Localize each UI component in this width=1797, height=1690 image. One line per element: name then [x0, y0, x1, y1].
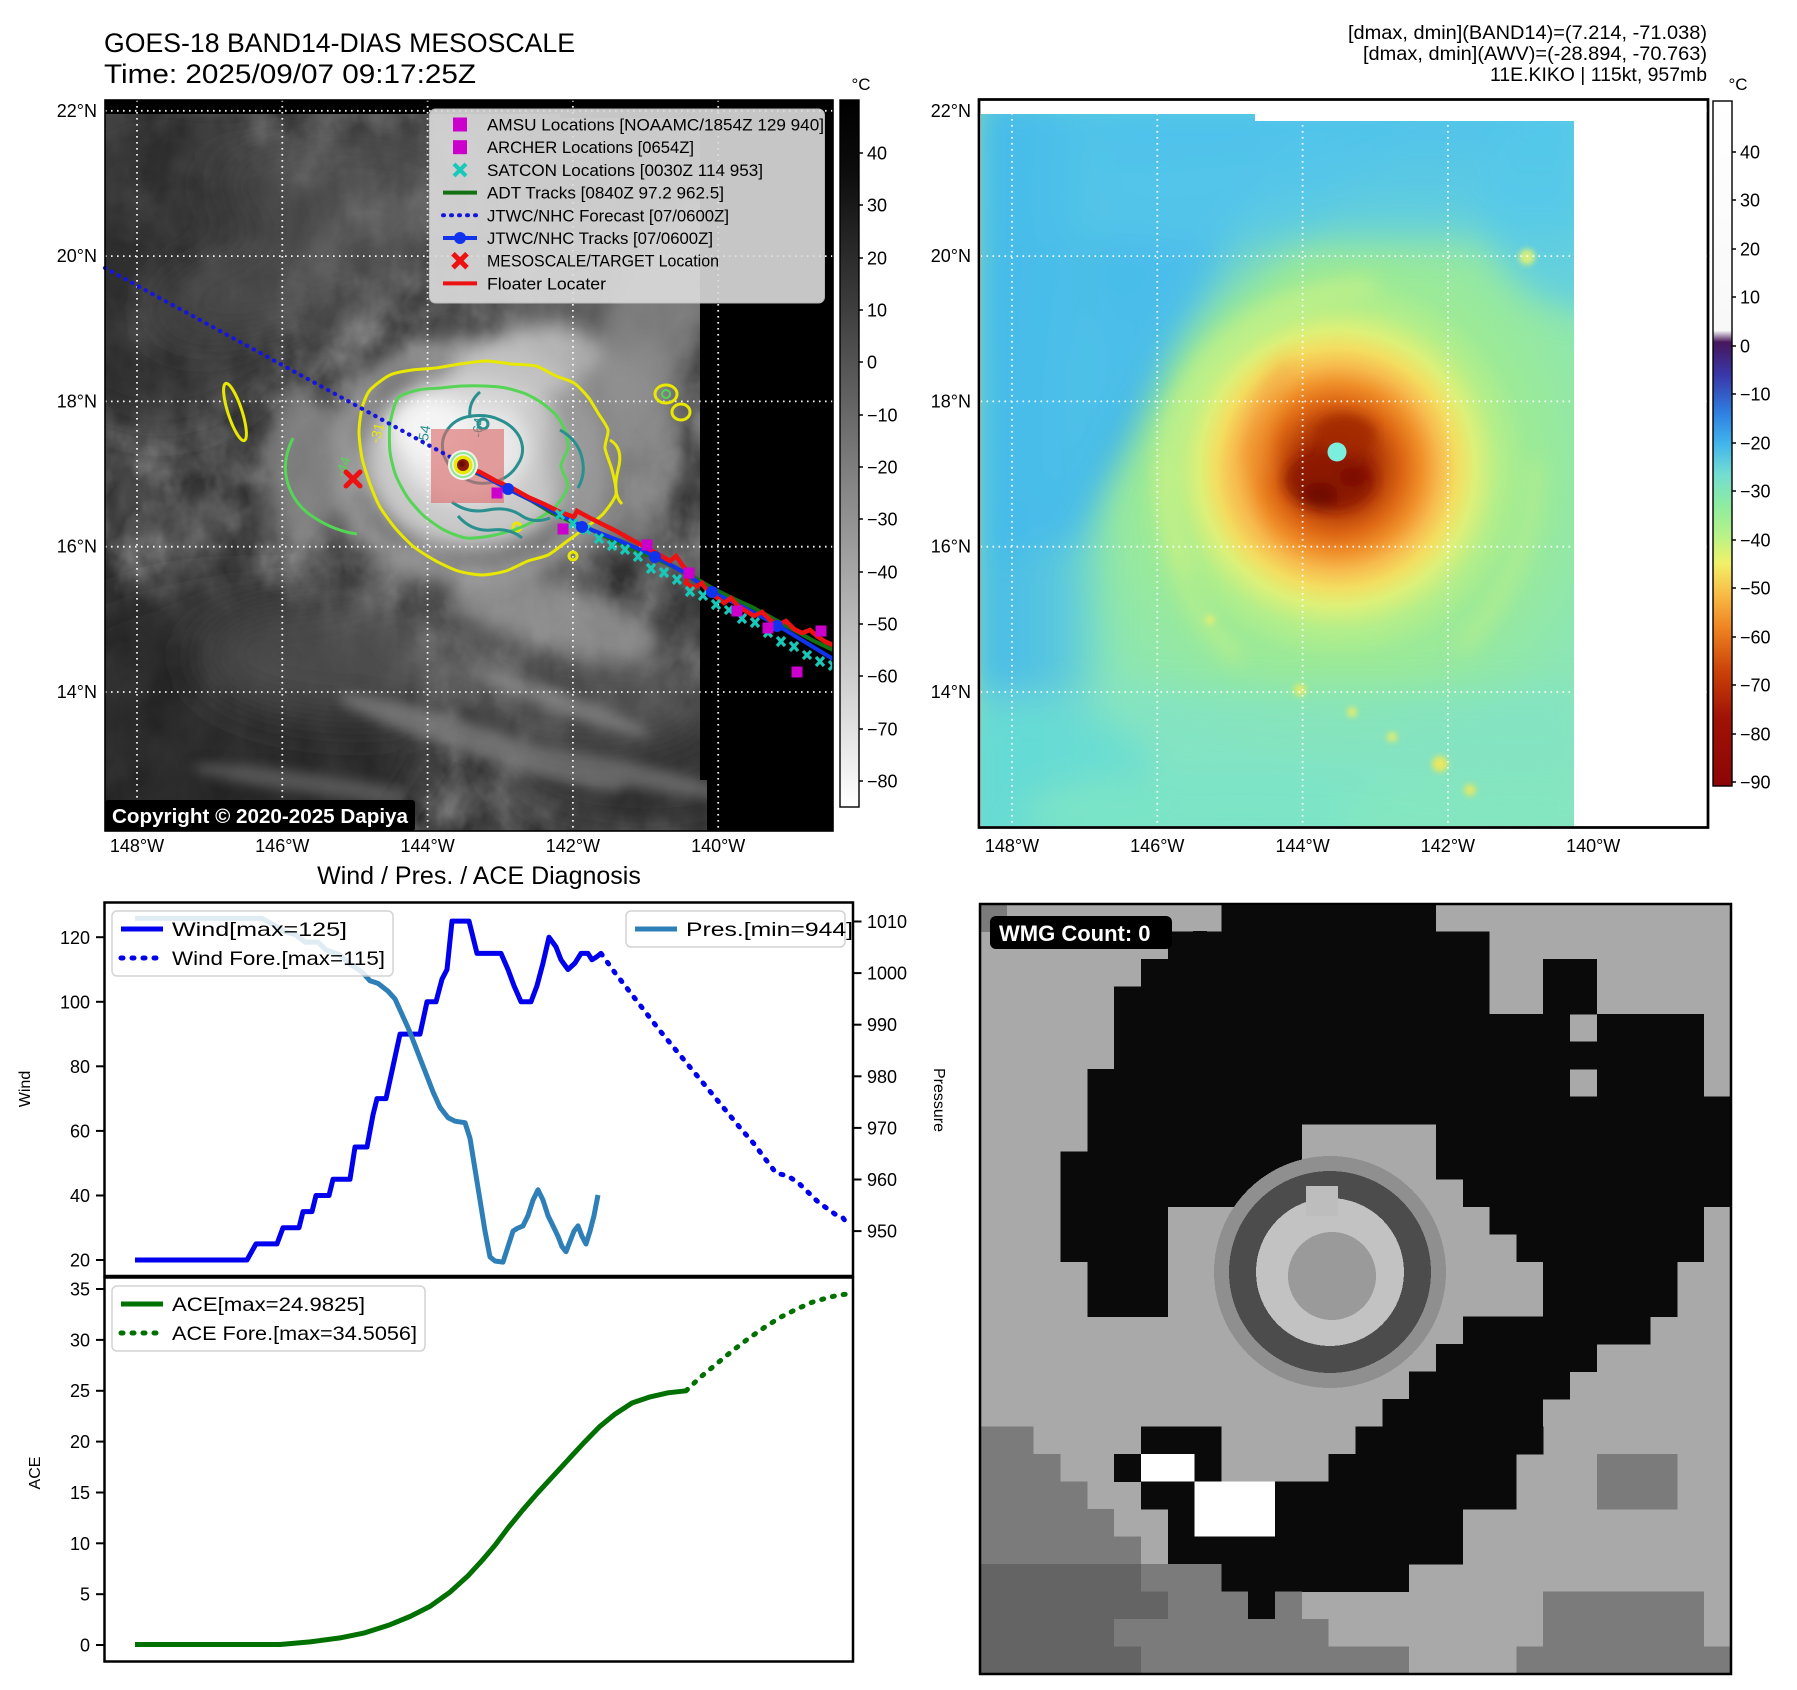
svg-text:−50: −50: [1740, 579, 1771, 599]
svg-text:[dmax, dmin](AWV)=(-28.894, -7: [dmax, dmin](AWV)=(-28.894, -70.763): [1363, 43, 1707, 65]
svg-text:80: 80: [70, 1057, 90, 1077]
svg-text:°C: °C: [851, 75, 870, 94]
svg-text:−70: −70: [867, 720, 898, 740]
svg-text:0: 0: [80, 1636, 90, 1656]
svg-text:144°W: 144°W: [400, 836, 454, 856]
svg-text:WMG Count: 0: WMG Count: 0: [999, 921, 1151, 946]
svg-text:25: 25: [70, 1381, 90, 1401]
svg-text:−50: −50: [867, 615, 898, 635]
svg-text:140°W: 140°W: [1566, 836, 1620, 856]
svg-text:20: 20: [867, 249, 887, 269]
svg-text:−80: −80: [1740, 725, 1771, 745]
svg-text:16°N: 16°N: [57, 537, 97, 557]
svg-text:10: 10: [1740, 288, 1760, 308]
svg-text:Pres.[min=944]: Pres.[min=944]: [686, 919, 853, 941]
svg-text:142°W: 142°W: [1421, 836, 1475, 856]
svg-text:142°W: 142°W: [546, 836, 600, 856]
svg-text:30: 30: [1740, 191, 1760, 211]
svg-text:140°W: 140°W: [691, 836, 745, 856]
svg-text:148°W: 148°W: [110, 836, 164, 856]
svg-text:20: 20: [1740, 240, 1760, 260]
svg-text:16°N: 16°N: [931, 537, 971, 557]
svg-text:14°N: 14°N: [931, 682, 971, 702]
svg-text:ACE: ACE: [27, 1457, 44, 1490]
svg-text:980: 980: [867, 1067, 897, 1087]
svg-text:ACE Fore.[max=34.5056]: ACE Fore.[max=34.5056]: [172, 1323, 417, 1345]
svg-text:Wind[max=125]: Wind[max=125]: [172, 919, 347, 941]
svg-text:JTWC/NHC Forecast [07/0600Z]: JTWC/NHC Forecast [07/0600Z]: [487, 206, 729, 225]
svg-text:JTWC/NHC Tracks [07/0600Z]: JTWC/NHC Tracks [07/0600Z]: [487, 229, 713, 248]
svg-text:−40: −40: [1740, 531, 1771, 551]
svg-text:18°N: 18°N: [931, 391, 971, 411]
svg-text:1010: 1010: [867, 912, 907, 932]
svg-text:Wind Fore.[max=115]: Wind Fore.[max=115]: [172, 948, 385, 970]
svg-text:10: 10: [867, 301, 887, 321]
svg-text:20: 20: [70, 1251, 90, 1271]
svg-text:−30: −30: [867, 510, 898, 530]
svg-text:−20: −20: [1740, 434, 1771, 454]
svg-text:11E.KIKO | 115kt, 957mb: 11E.KIKO | 115kt, 957mb: [1490, 64, 1707, 86]
svg-text:990: 990: [867, 1015, 897, 1035]
svg-text:−10: −10: [867, 406, 898, 426]
svg-text:-31: -31: [366, 421, 387, 445]
svg-text:146°W: 146°W: [255, 836, 309, 856]
svg-text:20: 20: [70, 1432, 90, 1452]
svg-text:GOES-18 BAND14-DIAS MESOSCALE: GOES-18 BAND14-DIAS MESOSCALE: [104, 28, 575, 58]
svg-text:146°W: 146°W: [1130, 836, 1184, 856]
svg-text:40: 40: [867, 144, 887, 164]
svg-text:−80: −80: [867, 772, 898, 792]
svg-text:°C: °C: [1728, 75, 1747, 94]
svg-text:Time: 2025/09/07 09:17:25Z: Time: 2025/09/07 09:17:25Z: [104, 59, 476, 89]
svg-text:ACE[max=24.9825]: ACE[max=24.9825]: [172, 1294, 365, 1316]
svg-text:15: 15: [70, 1483, 90, 1503]
svg-text:120: 120: [60, 928, 90, 948]
svg-text:22°N: 22°N: [931, 101, 971, 121]
svg-text:−10: −10: [1740, 385, 1771, 405]
svg-text:ARCHER Locations [0654Z]: ARCHER Locations [0654Z]: [487, 138, 694, 157]
svg-text:30: 30: [867, 196, 887, 216]
svg-text:-54: -54: [414, 424, 433, 447]
svg-text:22°N: 22°N: [57, 101, 97, 121]
svg-text:−40: −40: [867, 563, 898, 583]
svg-text:20°N: 20°N: [57, 246, 97, 266]
svg-text:MESOSCALE/TARGET Location: MESOSCALE/TARGET Location: [487, 252, 719, 271]
svg-text:−90: −90: [1740, 773, 1771, 793]
svg-text:1000: 1000: [867, 964, 907, 984]
svg-text:−70: −70: [1740, 676, 1771, 696]
svg-text:14°N: 14°N: [57, 682, 97, 702]
svg-text:5: 5: [80, 1585, 90, 1605]
svg-text:Wind / Pres. / ACE Diagnosis: Wind / Pres. / ACE Diagnosis: [317, 862, 641, 890]
svg-text:Pressure: Pressure: [930, 1068, 947, 1132]
svg-text:40: 40: [70, 1186, 90, 1206]
svg-text:−60: −60: [867, 667, 898, 687]
svg-text:148°W: 148°W: [985, 836, 1039, 856]
svg-text:0: 0: [867, 353, 877, 373]
svg-text:−20: −20: [867, 458, 898, 478]
svg-text:30: 30: [70, 1330, 90, 1350]
svg-text:18°N: 18°N: [57, 391, 97, 411]
svg-text:Copyright © 2020-2025 Dapiya: Copyright © 2020-2025 Dapiya: [112, 806, 409, 828]
svg-text:20°N: 20°N: [931, 246, 971, 266]
svg-text:10: 10: [70, 1534, 90, 1554]
svg-text:950: 950: [867, 1222, 897, 1242]
svg-text:−60: −60: [1740, 628, 1771, 648]
svg-text:Floater Locater: Floater Locater: [487, 274, 606, 293]
svg-text:35: 35: [70, 1280, 90, 1300]
svg-text:144°W: 144°W: [1275, 836, 1329, 856]
svg-text:AMSU Locations [NOAAMC/1854Z 1: AMSU Locations [NOAAMC/1854Z 129 940]: [487, 116, 824, 135]
svg-text:60: 60: [70, 1121, 90, 1141]
svg-text:0: 0: [1740, 337, 1750, 357]
svg-text:40: 40: [1740, 143, 1760, 163]
svg-text:100: 100: [60, 992, 90, 1012]
svg-text:ADT Tracks [0840Z 97.2 962.5]: ADT Tracks [0840Z 97.2 962.5]: [487, 184, 724, 203]
svg-text:[dmax, dmin](BAND14)=(7.214, -: [dmax, dmin](BAND14)=(7.214, -71.038): [1348, 22, 1707, 44]
svg-text:−30: −30: [1740, 482, 1771, 502]
svg-text:SATCON Locations [0030Z 114 95: SATCON Locations [0030Z 114 953]: [487, 161, 763, 180]
svg-text:960: 960: [867, 1170, 897, 1190]
svg-text:970: 970: [867, 1118, 897, 1138]
svg-text:Wind: Wind: [17, 1071, 34, 1107]
